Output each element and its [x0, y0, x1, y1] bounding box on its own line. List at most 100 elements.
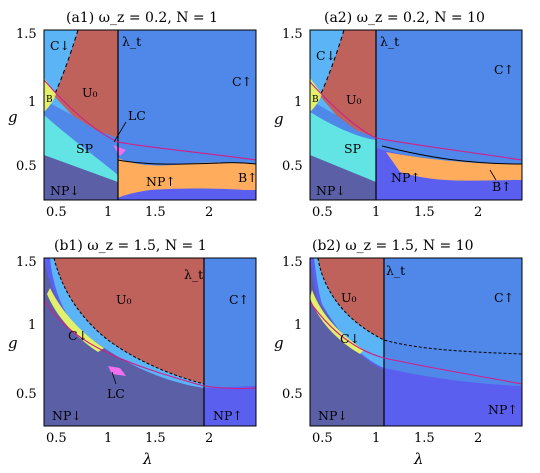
region-b-up: [118, 158, 256, 198]
region-lc: [113, 145, 126, 156]
xtick-2: 2: [205, 431, 213, 446]
ytick-1.5: 1.5: [16, 255, 37, 270]
boundary-dashed: [317, 257, 523, 355]
ytick-1.5: 1.5: [282, 255, 303, 270]
xtick-2: 2: [474, 431, 482, 446]
label-c-down: C↓: [68, 328, 88, 343]
label-u0: U₀: [82, 85, 98, 100]
region-b-small: [310, 78, 322, 112]
panel-a1: (a1) ω_z = 0.2, N = 1 C↓ U₀ λ_t C↑ B LC …: [43, 10, 258, 201]
xtick-1.5: 1.5: [145, 205, 166, 220]
lc-pointer: [111, 371, 117, 385]
ytick-0.5: 0.5: [282, 387, 303, 402]
ytick-1: 1: [28, 95, 36, 110]
ytick-1.5: 1.5: [16, 27, 37, 42]
xtick-1.5: 1.5: [414, 431, 435, 446]
x-axis-label: λ: [413, 450, 424, 468]
label-np-up: NP↑: [146, 174, 176, 189]
y-axis-label: g: [274, 334, 284, 352]
panel-a2-labels: C↓ U₀ λ_t C↑ B SP NP↑ B↑ NP↓: [312, 34, 514, 198]
xtick-0.5: 0.5: [312, 431, 333, 446]
panel-b2-title: (b2) ω_z = 1.5, N = 10: [312, 238, 474, 254]
crossing-curve: [309, 301, 523, 385]
xtick-1: 1: [104, 431, 112, 446]
y-axis-left-top: 1.5 1 0.5 g: [8, 27, 37, 174]
crossing-curve: [43, 79, 257, 161]
label-lambda-t: λ_t: [184, 267, 203, 282]
label-b-small: B: [46, 95, 53, 105]
y-axis-label: g: [274, 110, 284, 128]
panel-a1-title: (a1) ω_z = 0.2, N = 1: [66, 10, 218, 26]
label-lambda-t: λ_t: [380, 34, 399, 49]
ytick-1.5: 1.5: [282, 27, 303, 42]
label-u0: U₀: [341, 290, 357, 305]
crossing-curve: [43, 299, 257, 390]
ytick-1: 1: [294, 318, 302, 333]
ytick-1: 1: [294, 95, 302, 110]
xtick-1: 1: [372, 205, 380, 220]
region-u0: [54, 258, 204, 384]
xtick-2: 2: [474, 205, 482, 220]
label-sp: SP: [76, 141, 93, 156]
region-c-up: [384, 258, 522, 386]
ytick-0.5: 0.5: [16, 387, 37, 402]
panel-b2: (b2) ω_z = 1.5, N = 10 U₀ λ_t C↑ C↓ NP↓ …: [309, 238, 523, 427]
label-np-down: NP↓: [316, 183, 346, 198]
y-axis-left-bottom: 1.5 1 0.5 g: [8, 255, 37, 402]
label-np-up: NP↑: [391, 170, 421, 185]
label-lambda-t: λ_t: [386, 263, 405, 278]
label-sp: SP: [344, 141, 361, 156]
x-axis-label: λ: [142, 450, 153, 468]
region-u0: [54, 30, 118, 138]
panel-a2: (a2) ω_z = 0.2, N = 10 C↓ U₀ λ_t C↑ B SP…: [309, 10, 523, 201]
x-axis-top-right: 0.5 1 1.5 2: [312, 205, 482, 220]
region-u0: [320, 30, 376, 138]
panel-a2-frame: [309, 29, 523, 201]
lc-pointer: [113, 121, 127, 143]
ytick-1: 1: [28, 318, 36, 333]
label-b-up: B↑: [238, 170, 258, 185]
b-pointer: [489, 169, 497, 181]
label-lc: LC: [128, 108, 146, 123]
ytick-0.5: 0.5: [282, 159, 303, 174]
boundary-dashed: [319, 29, 345, 97]
xtick-2: 2: [205, 205, 213, 220]
region-np-down: [44, 155, 118, 200]
panel-a1-labels: C↓ U₀ λ_t C↑ B LC SP NP↑ B↑ NP↓: [46, 34, 258, 198]
xtick-0.5: 0.5: [312, 205, 333, 220]
boundary-curve: [381, 145, 523, 165]
xtick-1: 1: [104, 205, 112, 220]
x-axis-bottom-right: 0.5 1 1.5 2 λ: [312, 431, 482, 468]
label-c-down: C↓: [316, 48, 336, 63]
label-np-down: NP↓: [52, 408, 82, 423]
panel-a1-frame: [43, 29, 257, 201]
label-lambda-t: λ_t: [122, 34, 141, 49]
panel-b1-title: (b1) ω_z = 1.5, N = 1: [54, 238, 207, 254]
label-c-up: C↑: [232, 74, 252, 89]
panel-b1: (b1) ω_z = 1.5, N = 1 U₀ λ_t C↑ C↓ LC NP…: [43, 238, 257, 427]
panel-b2-labels: U₀ λ_t C↑ C↓ NP↓ NP↑: [318, 263, 518, 423]
xtick-0.5: 0.5: [46, 205, 67, 220]
y-axis-right-top: 1.5 1 0.5 g: [274, 27, 303, 174]
label-np-up: NP↑: [488, 402, 518, 417]
label-np-down: NP↓: [50, 183, 80, 198]
label-c-up: C↑: [494, 290, 514, 305]
y-axis-label: g: [8, 108, 18, 126]
region-c-up: [204, 258, 256, 388]
region-yellow-band: [47, 288, 104, 352]
boundary-curve: [117, 159, 257, 165]
boundary-dashed: [53, 29, 79, 97]
xtick-0.5: 0.5: [46, 431, 67, 446]
region-sp: [44, 115, 118, 182]
y-axis-label: g: [8, 334, 18, 352]
label-c-down: C↓: [340, 331, 360, 346]
region-b-small: [44, 78, 56, 112]
label-c-up: C↑: [494, 62, 514, 77]
label-c-up: C↑: [229, 292, 249, 307]
xtick-1: 1: [372, 431, 380, 446]
label-np-up: NP↑: [213, 408, 243, 423]
x-axis-top-left: 0.5 1 1.5 2: [46, 205, 213, 220]
boundary-dashed: [53, 257, 205, 385]
panel-b1-labels: U₀ λ_t C↑ C↓ LC NP↓ NP↑: [52, 267, 249, 423]
panel-a2-title: (a2) ω_z = 0.2, N = 10: [324, 10, 485, 26]
